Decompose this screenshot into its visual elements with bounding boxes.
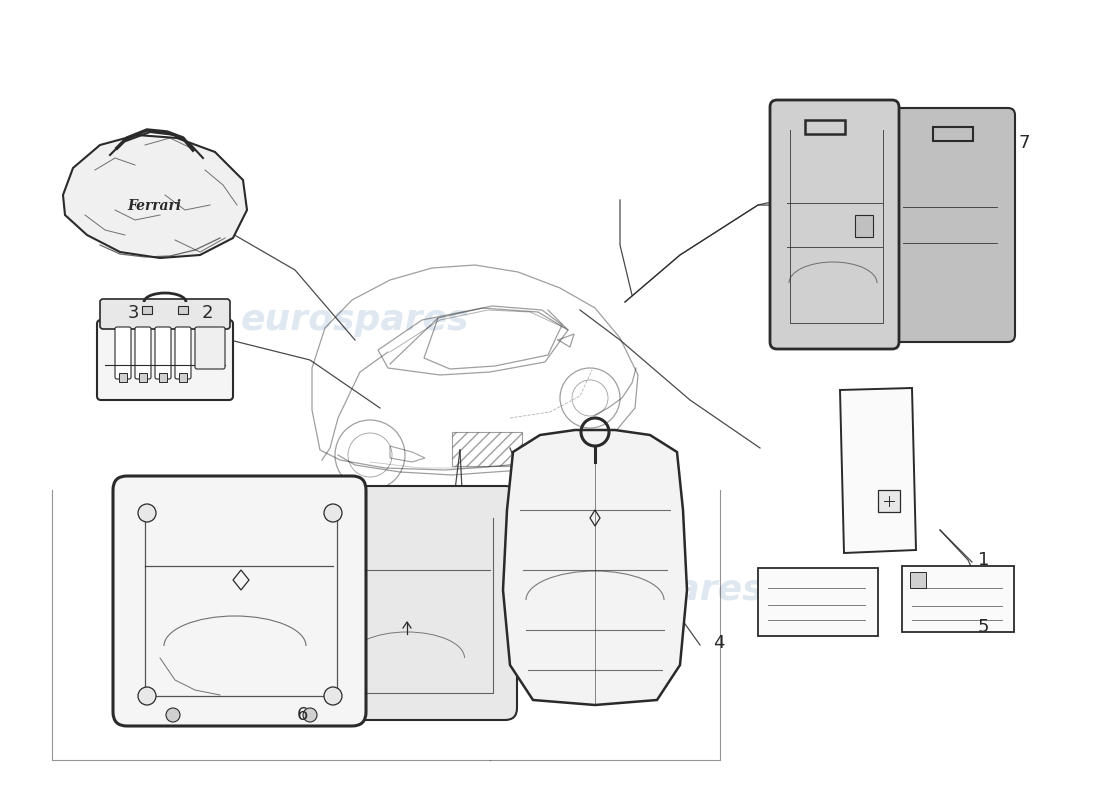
Bar [805, 120, 845, 134]
Bar [179, 373, 187, 382]
Bar [160, 373, 167, 382]
Circle shape [138, 687, 156, 705]
FancyBboxPatch shape [116, 327, 131, 379]
Bar [878, 490, 900, 512]
Polygon shape [63, 135, 248, 258]
Circle shape [324, 504, 342, 522]
Bar [855, 215, 873, 237]
Polygon shape [840, 388, 916, 553]
Text: 1: 1 [978, 551, 989, 569]
Circle shape [324, 687, 342, 705]
FancyBboxPatch shape [97, 320, 233, 400]
FancyBboxPatch shape [100, 299, 230, 329]
FancyBboxPatch shape [135, 327, 151, 379]
Bar [758, 568, 878, 636]
Text: 4: 4 [713, 634, 725, 652]
Circle shape [138, 504, 156, 522]
Circle shape [302, 708, 317, 722]
Text: 7: 7 [1018, 134, 1030, 152]
Circle shape [166, 708, 180, 722]
Bar [902, 566, 1014, 632]
Bar [142, 306, 152, 314]
Text: eurospares: eurospares [241, 303, 470, 337]
Polygon shape [503, 430, 688, 705]
Text: Ferrari: Ferrari [126, 199, 182, 213]
FancyBboxPatch shape [175, 327, 191, 379]
Text: 3: 3 [128, 304, 140, 322]
Text: 2: 2 [202, 304, 213, 322]
Bar [910, 572, 926, 588]
Text: eurospares: eurospares [536, 573, 764, 607]
Bar [452, 432, 522, 466]
Bar [933, 127, 974, 141]
Bar [139, 373, 147, 382]
Text: 6: 6 [297, 706, 308, 724]
FancyBboxPatch shape [113, 476, 366, 726]
Bar [119, 373, 126, 382]
FancyBboxPatch shape [195, 327, 226, 369]
FancyBboxPatch shape [298, 486, 517, 720]
FancyBboxPatch shape [883, 108, 1015, 342]
Text: 5: 5 [978, 618, 990, 636]
FancyBboxPatch shape [770, 100, 899, 349]
Bar [178, 306, 188, 314]
FancyBboxPatch shape [155, 327, 170, 379]
